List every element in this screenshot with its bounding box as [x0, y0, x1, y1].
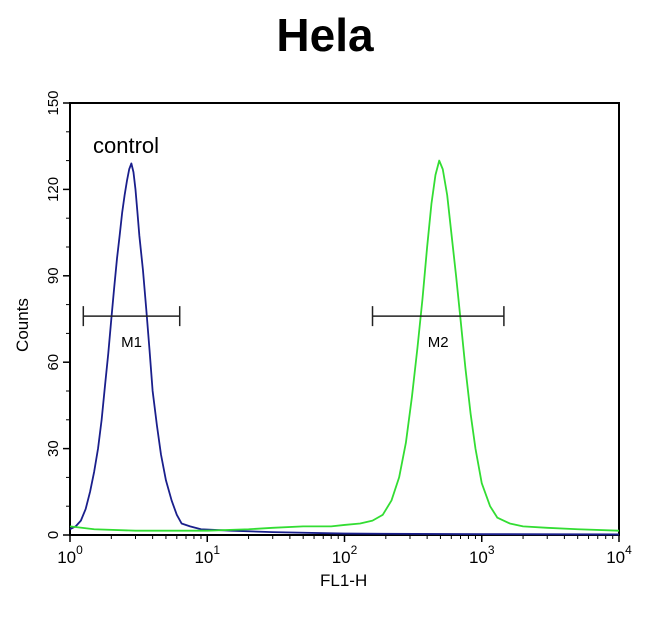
y-tick-label: 150 [45, 90, 62, 115]
x-tick-exponent: 3 [488, 543, 495, 557]
x-tick-label: 100 [57, 543, 83, 567]
y-tick-label: 120 [45, 177, 62, 202]
x-tick-exponent: 1 [213, 543, 220, 557]
y-tick-label: 30 [45, 440, 62, 457]
x-tick-label: 102 [332, 543, 358, 567]
x-tick-exponent: 2 [351, 543, 358, 557]
x-tick-label: 101 [194, 543, 220, 567]
x-tick-exponent: 4 [625, 543, 632, 557]
x-tick-base: 10 [606, 548, 625, 567]
histogram-series-2 [69, 159, 620, 532]
series-layer [69, 159, 620, 536]
x-tick-base: 10 [469, 548, 488, 567]
x-axis-label: FL1-H [320, 571, 367, 590]
y-tick-label: 90 [45, 267, 62, 284]
x-axis: 100 101 102 103 104 [57, 535, 632, 567]
marker-label: M2 [428, 334, 449, 351]
marker-label: M1 [121, 334, 142, 351]
x-tick-exponent: 0 [76, 543, 83, 557]
y-axis: 0 30 60 90 120 150 [45, 90, 70, 539]
chart-title: Hela [276, 9, 374, 61]
control-annotation: control [93, 133, 159, 158]
histogram-series-1 [69, 162, 620, 536]
x-tick-label: 104 [606, 543, 632, 567]
y-axis-label: Counts [13, 298, 32, 352]
plot-frame [69, 102, 620, 536]
y-tick-label: 0 [45, 531, 62, 539]
x-tick-base: 10 [332, 548, 351, 567]
x-tick-base: 10 [194, 548, 213, 567]
x-tick-base: 10 [57, 548, 76, 567]
x-tick-label: 103 [469, 543, 495, 567]
marker-layer: M1 M2 [82, 306, 505, 351]
y-tick-label: 60 [45, 354, 62, 371]
